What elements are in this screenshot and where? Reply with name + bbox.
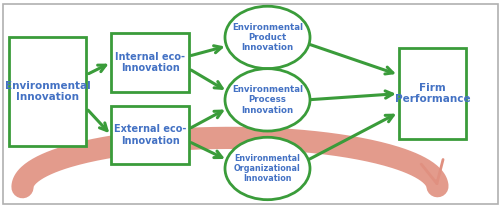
Text: Environmental
Organizational
Innovation: Environmental Organizational Innovation [234, 154, 301, 183]
Ellipse shape [225, 137, 310, 200]
Text: Environmental
Innovation: Environmental Innovation [4, 81, 90, 102]
FancyBboxPatch shape [111, 106, 188, 164]
FancyBboxPatch shape [111, 33, 188, 92]
Text: Internal eco-
Innovation: Internal eco- Innovation [115, 52, 185, 73]
FancyBboxPatch shape [399, 48, 466, 139]
Ellipse shape [225, 69, 310, 131]
Text: Firm
Performance: Firm Performance [394, 83, 470, 104]
Text: Environmental
Product
Innovation: Environmental Product Innovation [232, 22, 303, 52]
Text: External eco-
Innovation: External eco- Innovation [114, 124, 186, 146]
Ellipse shape [225, 6, 310, 69]
FancyBboxPatch shape [9, 37, 86, 146]
Text: Environmental
Process
Innovation: Environmental Process Innovation [232, 85, 303, 115]
